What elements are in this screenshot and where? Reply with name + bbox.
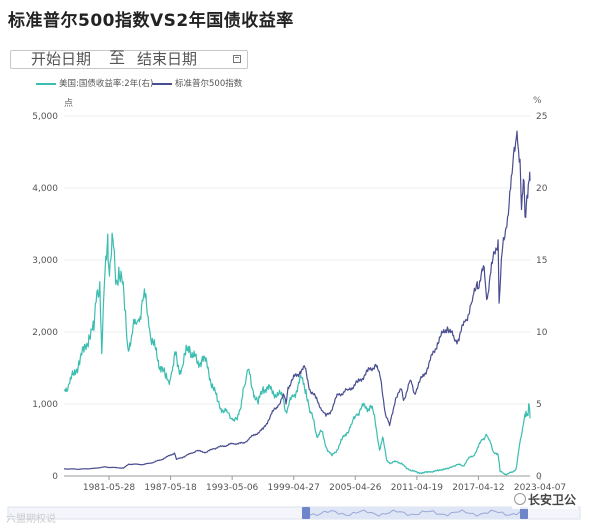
left-tick-label: 3,000	[32, 256, 58, 266]
start-date-input[interactable]: 开始日期	[31, 50, 92, 68]
scroller-handle-left[interactable]	[302, 507, 310, 519]
chart-title: 标准普尔500指数VS2年国债收益率	[8, 11, 294, 31]
brand-text: 长安卫公	[528, 493, 577, 507]
legend-item-spx[interactable]: 标准普尔500指数	[152, 77, 242, 89]
right-tick-label: 5	[536, 400, 542, 410]
x-tick-label: 2017-04-12	[452, 483, 504, 493]
series-line-spx	[63, 130, 531, 470]
watermark: 六盟期权说	[6, 514, 56, 525]
legend-item-yield[interactable]: 美国:国债收益率:2年(右)	[36, 77, 153, 89]
left-tick-label: 1,000	[32, 400, 58, 410]
date-range-picker[interactable]: 开始日期 至 结束日期	[10, 48, 248, 69]
scroller-preview-line	[305, 509, 525, 517]
right-tick-label: 10	[536, 328, 548, 338]
x-tick-label: 1981-05-28	[83, 483, 136, 493]
scroller-handle-right[interactable]	[520, 507, 528, 519]
date-range-separator: 至	[109, 48, 126, 67]
end-date-input[interactable]: 结束日期	[137, 50, 198, 68]
right-tick-label: 20	[536, 184, 548, 194]
grid-lines	[64, 115, 530, 477]
right-axis-ticks: 0 5 10 15 20 25	[536, 112, 548, 482]
calendar-icon[interactable]	[233, 55, 241, 63]
scroller-selection	[306, 507, 524, 519]
left-tick-label: 4,000	[32, 184, 58, 194]
x-tick-label: 1999-04-27	[268, 483, 320, 493]
left-axis-unit: 点	[64, 99, 74, 109]
brand-icon	[514, 493, 526, 505]
series-line-yield	[63, 232, 531, 476]
x-tick-label: 2005-04-26	[329, 483, 382, 493]
legend-spx-label: 标准普尔500指数	[175, 79, 243, 89]
x-tick-label: 1993-05-06	[206, 483, 259, 493]
right-tick-label: 0	[536, 472, 542, 482]
right-tick-label: 15	[536, 256, 547, 266]
x-tick-label: 2023-04-07	[514, 483, 566, 493]
legend-spx-swatch	[152, 82, 172, 85]
x-tick-label: 2011-04-19	[391, 483, 444, 493]
left-tick-label: 2,000	[32, 328, 58, 338]
right-axis-unit: %	[533, 96, 542, 106]
x-axis-ticks: 1981-05-28 1987-05-18 1993-05-06 1999-04-27…	[83, 476, 566, 493]
time-range-scroller	[7, 506, 581, 520]
left-tick-label: 5,000	[32, 112, 58, 122]
legend-yield-swatch	[36, 82, 56, 85]
left-tick-label: 0	[52, 472, 58, 482]
x-tick-label: 1987-05-18	[144, 483, 197, 493]
legend-yield-label: 美国:国债收益率:2年(右)	[59, 79, 154, 89]
left-axis-ticks: 0 1,000 2,000 3,000 4,000 5,000	[32, 112, 58, 482]
right-tick-label: 25	[536, 112, 547, 122]
series-lines	[63, 130, 531, 476]
brand-badge: 长安卫公	[512, 490, 579, 509]
